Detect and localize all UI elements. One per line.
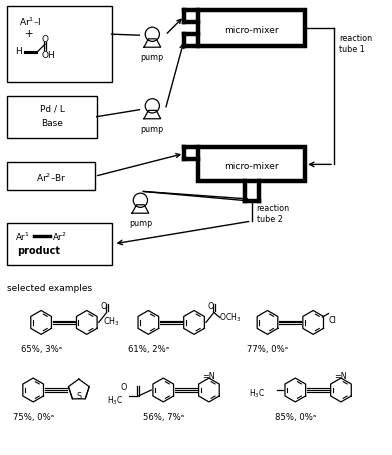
Text: O: O [100,301,107,310]
Bar [7,7,112,83]
Text: 85%, 0%ᵃ: 85%, 0%ᵃ [275,412,316,421]
Text: Ar$^2$–Br: Ar$^2$–Br [36,171,66,183]
Text: selected examples: selected examples [7,283,93,292]
Text: O: O [208,301,214,310]
Text: S: S [76,391,82,400]
Text: Cl: Cl [328,316,336,325]
Text: OH: OH [41,51,55,60]
Text: H$_3$C: H$_3$C [107,394,123,407]
Text: reaction
tube 2: reaction tube 2 [257,204,290,223]
Text: Ar$^2$: Ar$^2$ [52,231,67,243]
Text: H$_3$C: H$_3$C [249,386,265,399]
Bar [198,11,305,47]
Text: pump: pump [141,53,164,62]
Text: reaction
tube 1: reaction tube 1 [339,34,372,54]
Text: O: O [120,382,127,391]
Text: 56%, 7%ᵃ: 56%, 7%ᵃ [143,412,184,421]
Bar [7,223,112,265]
Text: Ar$^1$–I: Ar$^1$–I [19,15,42,28]
Text: OCH$_3$: OCH$_3$ [219,311,241,324]
Text: CH$_3$: CH$_3$ [103,315,120,327]
Text: Pd / L: Pd / L [40,105,64,113]
Text: product: product [17,245,60,255]
Bar [7,96,97,138]
Text: pump: pump [129,218,152,228]
Text: H: H [15,47,22,56]
Text: 77%, 0%ᵃ: 77%, 0%ᵃ [247,344,288,354]
Text: pump: pump [141,124,164,133]
Text: Ar$^1$: Ar$^1$ [15,231,30,243]
Text: +: + [25,29,34,39]
Bar [198,148,305,182]
Text: 75%, 0%ᵃ: 75%, 0%ᵃ [13,412,54,421]
Text: micro-mixer: micro-mixer [224,25,279,35]
Text: =N: =N [335,371,347,380]
Text: =N: =N [203,371,215,380]
Text: micro-mixer: micro-mixer [224,162,279,171]
Bar [7,163,95,191]
Text: Base: Base [41,118,63,127]
Text: O: O [41,35,48,44]
Text: 61%, 2%ᵃ: 61%, 2%ᵃ [128,344,169,354]
Text: 65%, 3%ᵃ: 65%, 3%ᵃ [20,344,62,354]
